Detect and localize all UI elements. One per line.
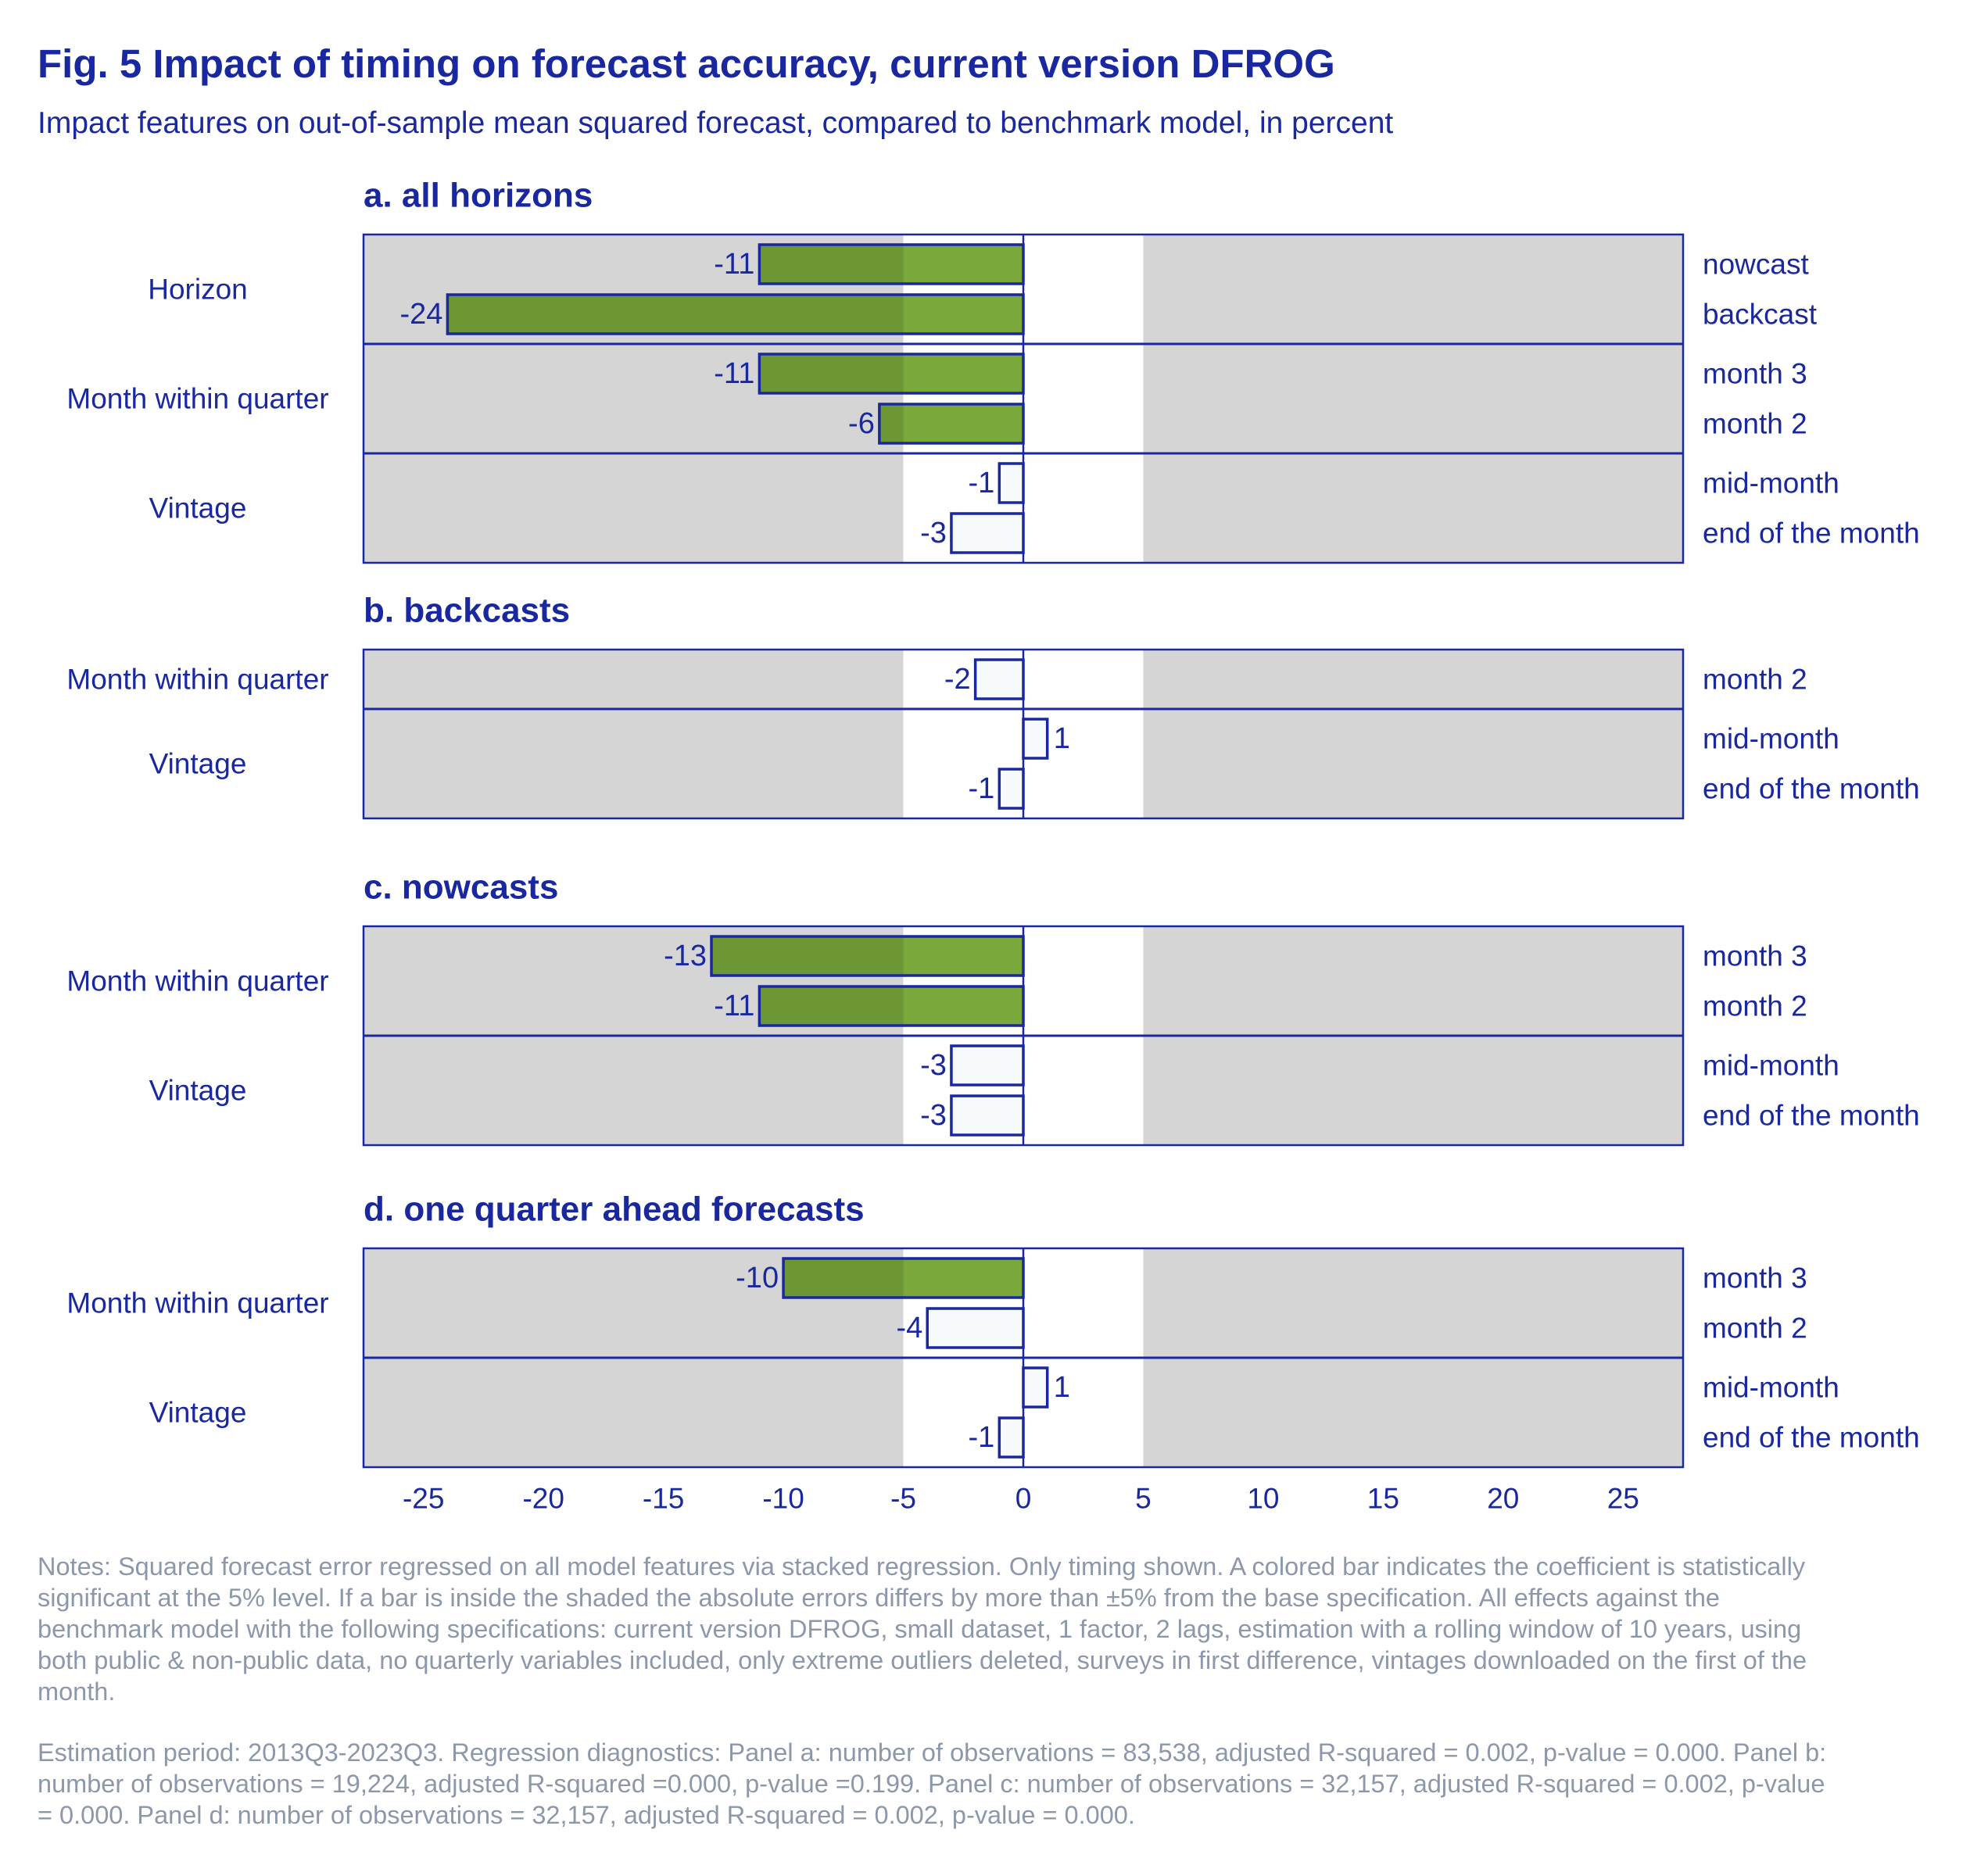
category-label: month 3 <box>1703 940 1807 972</box>
estimation-notes: Estimation period: 2013Q3-2023Q3. Regres… <box>38 1738 1827 1829</box>
x-tick-label: -25 <box>403 1483 444 1515</box>
bar <box>783 1258 1023 1298</box>
value-label: -4 <box>896 1312 922 1344</box>
category-label: month 2 <box>1703 990 1807 1022</box>
bar <box>759 245 1023 284</box>
value-label: -11 <box>714 357 754 390</box>
category-label: end of the month <box>1703 517 1920 550</box>
group-label: Vintage <box>149 1075 247 1107</box>
bar <box>973 658 1025 700</box>
bar <box>879 404 1023 443</box>
bar-shade-overlay <box>783 1258 904 1298</box>
group-label: Month within quarter <box>66 383 328 415</box>
bar <box>711 936 1023 976</box>
group-label: Month within quarter <box>66 965 328 997</box>
x-tick-label: 15 <box>1367 1483 1399 1515</box>
value-label: -11 <box>714 248 754 281</box>
value-label: -1 <box>969 772 995 805</box>
bar <box>950 1094 1025 1137</box>
bar <box>950 512 1025 554</box>
bar-shade-overlay <box>759 354 904 393</box>
category-label: mid-month <box>1703 723 1839 755</box>
value-label: -13 <box>664 940 707 972</box>
bar-shade-overlay <box>759 986 904 1026</box>
panel-frame <box>362 925 1685 1147</box>
panel-frame <box>362 1247 1685 1469</box>
category-label: month 2 <box>1703 1312 1807 1344</box>
x-tick-label: 10 <box>1247 1483 1279 1515</box>
value-label: -1 <box>969 467 995 499</box>
bar-shade-overlay <box>759 245 904 284</box>
shaded-region-left <box>364 234 904 563</box>
group-label: Horizon <box>148 274 248 306</box>
category-label: nowcast <box>1703 249 1809 281</box>
category-label: mid-month <box>1703 1372 1839 1404</box>
chart-subtitle: Impact features on out-of-sample mean sq… <box>38 106 1394 140</box>
category-label: month 3 <box>1703 1262 1807 1294</box>
shaded-region-right <box>1143 234 1683 563</box>
bar-shade-overlay <box>447 295 904 334</box>
group-label: Vintage <box>149 1397 247 1429</box>
group-label: Month within quarter <box>66 664 328 696</box>
value-label: 1 <box>1054 1371 1070 1404</box>
category-label: end of the month <box>1703 1422 1920 1454</box>
x-tick-label: 5 <box>1135 1483 1152 1515</box>
shaded-region-right <box>1143 650 1683 818</box>
bar <box>1022 718 1049 760</box>
x-tick-label: -10 <box>762 1483 804 1515</box>
x-tick-label: 0 <box>1015 1483 1032 1515</box>
value-label: -24 <box>399 298 442 331</box>
value-label: -2 <box>944 663 971 696</box>
bar <box>998 462 1025 504</box>
group-label: Vintage <box>149 748 247 780</box>
value-label: -3 <box>920 517 947 550</box>
chart-notes: Notes: Squared forecast error regressed … <box>38 1552 1807 1706</box>
bar <box>926 1307 1025 1349</box>
shaded-region-left <box>364 650 904 818</box>
x-tick-label: -5 <box>890 1483 916 1515</box>
bar <box>759 986 1023 1026</box>
value-label: -1 <box>969 1421 995 1454</box>
bar <box>447 295 1023 334</box>
bar <box>950 1044 1025 1087</box>
value-label: -11 <box>714 990 754 1022</box>
value-label: 1 <box>1054 722 1070 755</box>
chart-title: Fig. 5 Impact of timing on forecast accu… <box>38 41 1335 86</box>
x-tick-label: -20 <box>522 1483 564 1515</box>
x-tick-label: 25 <box>1607 1483 1639 1515</box>
value-label: -10 <box>736 1262 779 1294</box>
category-label: month 2 <box>1703 664 1807 696</box>
group-label: Month within quarter <box>66 1287 328 1319</box>
panel-title: a. all horizons <box>364 177 593 215</box>
panel-title: b. backcasts <box>364 592 570 630</box>
category-label: month 2 <box>1703 408 1807 440</box>
bar <box>1022 1366 1049 1409</box>
bar <box>998 768 1025 810</box>
x-tick-label: 20 <box>1487 1483 1519 1515</box>
category-label: backcast <box>1703 299 1818 331</box>
panel-title: c. nowcasts <box>364 868 558 907</box>
panel-title: d. one quarter ahead forecasts <box>364 1190 865 1229</box>
x-tick-label: -15 <box>643 1483 684 1515</box>
value-label: -3 <box>920 1049 947 1082</box>
bar-shade-overlay <box>711 936 904 976</box>
bar <box>759 354 1023 393</box>
category-label: end of the month <box>1703 773 1920 805</box>
value-label: -3 <box>920 1099 947 1132</box>
category-label: mid-month <box>1703 1050 1839 1082</box>
bar-shade-overlay <box>879 404 904 443</box>
value-label: -6 <box>848 407 875 440</box>
bar <box>998 1416 1025 1459</box>
category-label: month 3 <box>1703 358 1807 390</box>
panel-frame <box>362 648 1685 820</box>
panel-frame <box>362 233 1685 564</box>
group-label: Vintage <box>149 492 247 524</box>
category-label: end of the month <box>1703 1100 1920 1132</box>
category-label: mid-month <box>1703 467 1839 499</box>
